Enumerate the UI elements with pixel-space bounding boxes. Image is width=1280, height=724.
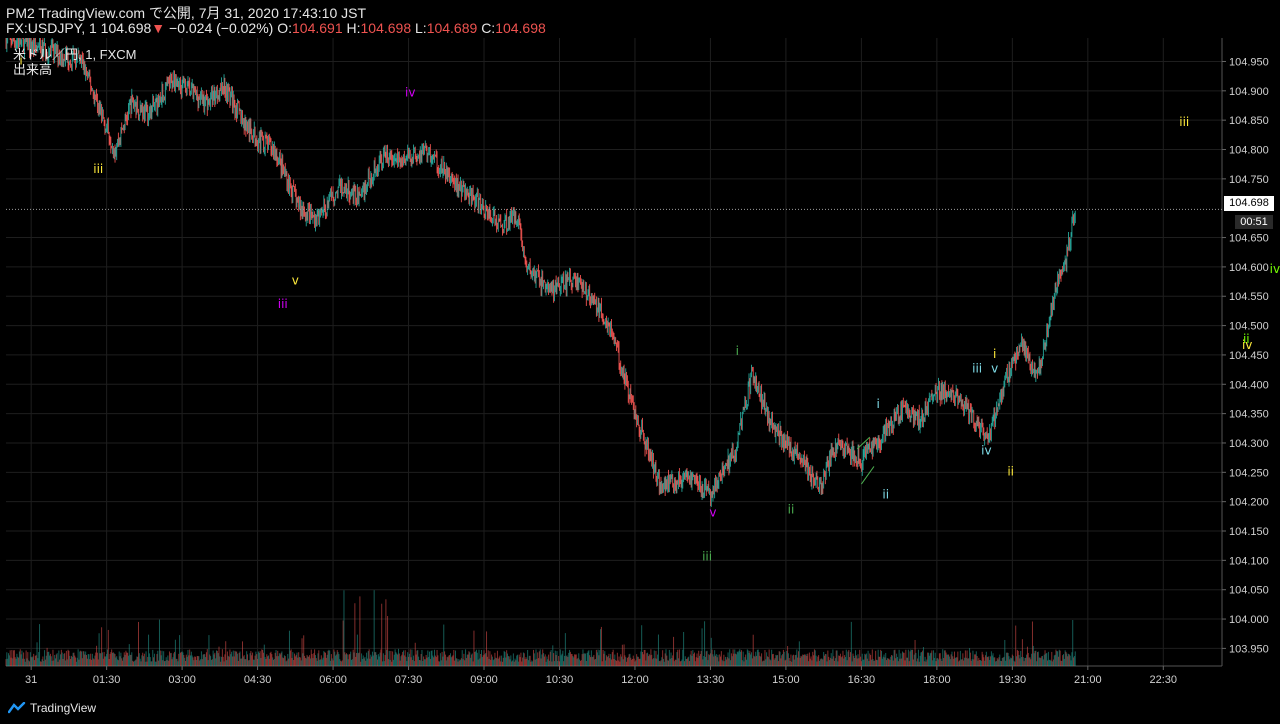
- wave-label-i[interactable]: i: [876, 397, 879, 411]
- y-tick-label: 104.800: [1229, 145, 1269, 157]
- x-tick-label: 10:30: [546, 674, 574, 686]
- wave-label-iv[interactable]: iv: [1270, 262, 1280, 276]
- wave-label-iii[interactable]: iii: [278, 297, 288, 311]
- x-tick-label: 15:00: [772, 674, 800, 686]
- x-tick-label: 03:00: [168, 674, 196, 686]
- last-price-tag: 104.698: [1224, 196, 1274, 211]
- series-legend[interactable]: 米ドル／円, 1, FXCM 出来高: [13, 47, 137, 77]
- low-label: L:: [415, 20, 427, 36]
- wave-label-ii[interactable]: ii: [1243, 332, 1250, 346]
- brand-name: TradingView: [30, 701, 97, 715]
- legend-series-name[interactable]: 米ドル／円, 1, FXCM: [13, 47, 137, 62]
- ohlc-line: FX:USDJPY, 1 104.698▼ −0.024 (−0.02%) O:…: [6, 20, 546, 36]
- y-tick-label: 104.400: [1229, 379, 1269, 391]
- y-tick-label: 104.000: [1229, 614, 1269, 626]
- y-tick-label: 104.950: [1229, 56, 1269, 68]
- wave-label-iii[interactable]: iii: [972, 362, 982, 376]
- x-tick-label: 31: [25, 674, 37, 686]
- last-price: 104.698: [100, 20, 152, 36]
- x-tick-label: 09:00: [470, 674, 498, 686]
- x-tick-label: 22:30: [1150, 674, 1178, 686]
- trendline[interactable]: [860, 466, 875, 485]
- wave-label-v[interactable]: v: [991, 362, 998, 376]
- high-label: H:: [346, 20, 361, 36]
- wave-label-iii[interactable]: iii: [702, 549, 712, 563]
- wave-label-ii[interactable]: ii: [1007, 464, 1014, 478]
- wave-label-iv[interactable]: iv: [981, 444, 991, 458]
- y-tick-label: 104.850: [1229, 115, 1269, 127]
- down-arrow-icon: ▼: [151, 20, 166, 36]
- publish-info: PM2 TradingView.com で公開, 7月 31, 2020 17:…: [6, 5, 367, 21]
- chart-header: PM2 TradingView.com で公開, 7月 31, 2020 17:…: [0, 0, 1280, 38]
- x-tick-label: 01:30: [93, 674, 121, 686]
- wave-label-i[interactable]: i: [993, 347, 996, 361]
- high-value: 104.698: [360, 20, 412, 36]
- y-tick-label: 104.550: [1229, 291, 1269, 303]
- wave-label-ii[interactable]: ii: [788, 502, 795, 516]
- x-tick-label: 18:00: [923, 674, 951, 686]
- bar-countdown-tag: 00:51: [1235, 215, 1273, 229]
- tradingview-icon: [8, 702, 26, 714]
- y-tick-label: 104.350: [1229, 409, 1269, 421]
- y-tick-label: 104.600: [1229, 262, 1269, 274]
- x-tick-label: 07:30: [395, 674, 423, 686]
- low-value: 104.689: [426, 20, 478, 36]
- y-tick-label: 104.750: [1229, 174, 1269, 186]
- y-tick-label: 104.250: [1229, 467, 1269, 479]
- close-label: C:: [481, 20, 496, 36]
- x-tick-label: 12:00: [621, 674, 649, 686]
- y-tick-label: 104.450: [1229, 350, 1269, 362]
- wave-label-v[interactable]: v: [292, 274, 299, 288]
- y-tick-label: 104.650: [1229, 233, 1269, 245]
- x-tick-label: 13:30: [697, 674, 725, 686]
- symbol-label[interactable]: FX:USDJPY, 1: [6, 20, 97, 36]
- wave-label-iii[interactable]: iii: [93, 162, 103, 176]
- wave-label-v[interactable]: v: [709, 505, 716, 519]
- y-tick-label: 104.200: [1229, 497, 1269, 509]
- trendline[interactable]: [856, 436, 871, 450]
- legend-volume[interactable]: 出来高: [13, 62, 53, 77]
- x-tick-label: 19:30: [999, 674, 1027, 686]
- wave-label-i[interactable]: i: [736, 344, 739, 358]
- x-tick-label: 04:30: [244, 674, 272, 686]
- x-tick-label: 21:00: [1074, 674, 1102, 686]
- wave-label-ii[interactable]: ii: [882, 488, 889, 502]
- close-value: 104.698: [495, 20, 546, 36]
- wave-label-iv[interactable]: iv: [405, 86, 415, 100]
- y-tick-label: 104.150: [1229, 526, 1269, 538]
- y-tick-label: 104.100: [1229, 555, 1269, 567]
- x-tick-label: 06:00: [319, 674, 347, 686]
- y-tick-label: 104.500: [1229, 321, 1269, 333]
- y-tick-label: 104.050: [1229, 585, 1269, 597]
- wave-label-iii[interactable]: iii: [1179, 115, 1189, 129]
- tradingview-logo[interactable]: TradingView: [8, 700, 96, 716]
- wave-label-iv[interactable]: iv: [1242, 338, 1252, 352]
- y-tick-label: 103.950: [1229, 643, 1269, 655]
- open-value: 104.691: [292, 20, 343, 36]
- x-tick-label: 16:30: [848, 674, 876, 686]
- y-tick-label: 104.300: [1229, 438, 1269, 450]
- open-label: O:: [277, 20, 292, 36]
- price-change: −0.024 (−0.02%): [169, 20, 274, 36]
- y-tick-label: 104.900: [1229, 86, 1269, 98]
- wave-label-i[interactable]: i: [19, 53, 22, 67]
